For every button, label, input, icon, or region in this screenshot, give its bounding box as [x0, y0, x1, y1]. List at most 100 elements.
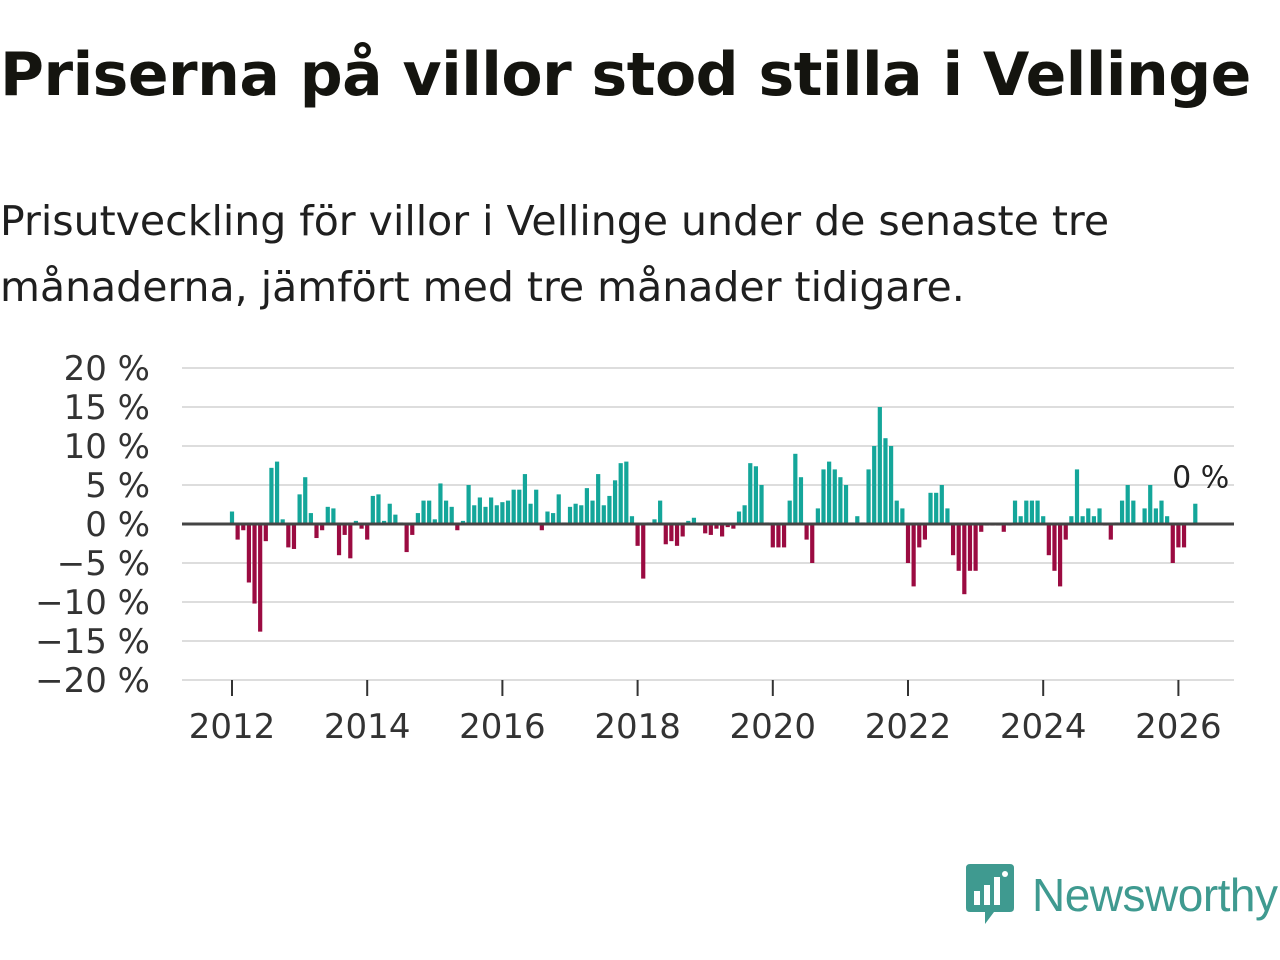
bar: [229, 511, 235, 524]
y-tick-label: 10 %: [64, 427, 150, 467]
bar: [635, 524, 640, 546]
bar: [336, 524, 342, 556]
bar: [517, 489, 522, 524]
bar: [342, 524, 347, 535]
bar-chart: 20 %15 %10 %5 %0 %−5 %−10 %−15 %−20 % 20…: [35, 349, 1234, 747]
bar: [359, 524, 364, 529]
bar: [973, 524, 978, 571]
bar: [821, 469, 826, 524]
bar: [1063, 524, 1068, 540]
bar: [365, 524, 370, 540]
bar: [725, 524, 730, 528]
bar: [314, 524, 319, 539]
bar: [522, 474, 528, 524]
bar: [376, 494, 381, 524]
bar: [1165, 516, 1170, 524]
bar: [877, 407, 882, 524]
x-tick-label: 2020: [730, 707, 817, 747]
bar: [235, 524, 240, 540]
x-tick-label: 2024: [1000, 707, 1087, 747]
bar: [455, 524, 460, 531]
bar: [742, 505, 747, 524]
bar: [905, 524, 911, 563]
bar: [534, 489, 539, 524]
bar: [421, 500, 426, 524]
bar: [798, 477, 804, 524]
bar: [748, 463, 753, 524]
bar: [618, 463, 623, 524]
bar: [511, 489, 516, 524]
bar: [781, 524, 787, 548]
bar: [387, 503, 392, 524]
bars: [229, 407, 1198, 632]
bar: [928, 492, 933, 524]
bar: [759, 485, 764, 524]
bar: [641, 524, 646, 579]
bar: [686, 520, 691, 524]
bar: [669, 524, 674, 542]
newsworthy-logo: Newsworthy: [964, 864, 1278, 926]
bar: [658, 500, 663, 524]
bar: [545, 511, 550, 524]
bar: [584, 488, 589, 524]
bar: [736, 511, 742, 524]
bar: [443, 500, 449, 524]
bar: [956, 524, 961, 571]
bar: [629, 516, 635, 524]
y-axis-labels: 20 %15 %10 %5 %0 %−5 %−10 %−15 %−20 %: [35, 349, 150, 701]
gridlines: [182, 367, 1234, 681]
bar: [1131, 500, 1136, 524]
bar: [838, 477, 843, 524]
bar: [1041, 516, 1046, 524]
bar: [663, 524, 668, 545]
bar: [427, 500, 432, 524]
bar: [505, 500, 511, 524]
bar: [787, 500, 792, 524]
newsworthy-chart-bubble-icon: [966, 864, 1014, 924]
y-tick-label: −5 %: [57, 544, 150, 584]
bar: [393, 514, 398, 524]
bar: [590, 500, 595, 524]
bar: [827, 461, 832, 524]
bar: [889, 446, 894, 524]
bar: [1024, 500, 1029, 524]
bar: [720, 524, 725, 537]
bar: [601, 505, 606, 524]
bar: [1086, 508, 1091, 524]
bar: [460, 520, 466, 524]
bar: [708, 524, 713, 535]
bar: [438, 483, 443, 524]
bar: [556, 494, 561, 524]
bar: [652, 519, 657, 524]
x-tick-label: 2018: [594, 707, 681, 747]
bar: [1108, 524, 1113, 540]
bar: [489, 497, 494, 524]
bar: [1074, 469, 1080, 524]
bar: [291, 524, 297, 549]
bar: [258, 524, 263, 632]
bar: [832, 469, 837, 524]
bar: [872, 446, 877, 524]
bar: [624, 461, 629, 524]
bar: [348, 524, 353, 559]
bar: [539, 524, 544, 531]
bar: [528, 503, 533, 524]
bar: [680, 524, 685, 537]
x-tick-label: 2014: [324, 707, 411, 747]
bar: [477, 497, 482, 524]
bar: [1046, 524, 1051, 556]
x-tick-label: 2022: [865, 707, 952, 747]
bar: [934, 492, 939, 524]
y-tick-label: 5 %: [85, 466, 150, 506]
chart-subtitle: Prisutveckling för villor i Vellinge und…: [0, 197, 1110, 311]
bar: [449, 506, 454, 524]
bar: [1080, 516, 1085, 524]
bar: [770, 524, 775, 548]
bar: [900, 508, 905, 524]
bar: [331, 508, 336, 524]
bar: [246, 524, 251, 583]
bar: [1091, 516, 1096, 524]
bar: [776, 524, 781, 548]
bar: [410, 524, 415, 535]
last-value-label: 0 %: [1172, 461, 1229, 496]
